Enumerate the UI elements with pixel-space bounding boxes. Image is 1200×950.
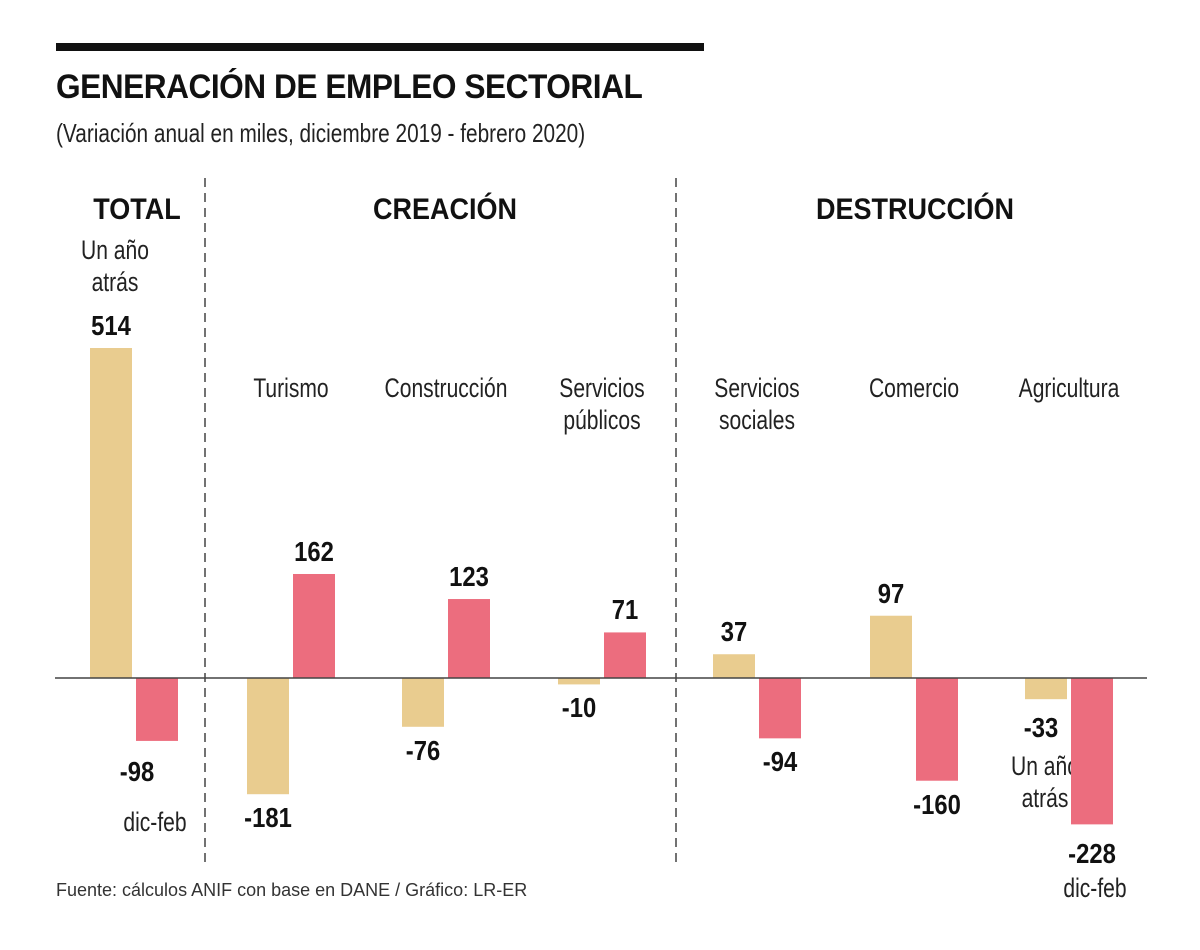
value-label-previous-year: 37 bbox=[720, 616, 748, 648]
value-label-previous-year: -10 bbox=[561, 692, 597, 724]
category-label: Servicios sociales bbox=[714, 373, 800, 435]
bar-dec-feb bbox=[916, 678, 958, 781]
bar-dec-feb bbox=[136, 678, 178, 741]
section-total: TOTAL bbox=[93, 193, 181, 226]
note-total-previous: Un año atrás bbox=[81, 235, 149, 297]
bar-previous-year bbox=[713, 654, 755, 678]
value-label-previous-year: -33 bbox=[1023, 712, 1059, 743]
value-label-dec-feb: -160 bbox=[913, 788, 961, 820]
value-label-dec-feb: 71 bbox=[611, 594, 639, 626]
bar-previous-year bbox=[402, 678, 444, 727]
source-note: Fuente: cálculos ANIF con base en DANE /… bbox=[56, 880, 528, 900]
bar-previous-year bbox=[1025, 678, 1067, 700]
bar-dec-feb bbox=[759, 678, 801, 739]
category-label: Servicios públicos bbox=[559, 373, 645, 435]
value-label-dec-feb: 162 bbox=[294, 535, 334, 567]
value-label-dec-feb: -94 bbox=[762, 746, 798, 778]
value-label-previous-year: -76 bbox=[405, 734, 441, 766]
value-label-dec-feb: -98 bbox=[119, 756, 155, 787]
note-total-current: dic-feb bbox=[123, 807, 187, 837]
category-label: Turismo bbox=[253, 373, 329, 403]
value-label-previous-year: 97 bbox=[877, 577, 905, 609]
section-destruction: DESTRUCCIÓN bbox=[815, 193, 1014, 226]
section-creation: CREACIÓN bbox=[372, 193, 517, 226]
bar-previous-year bbox=[558, 678, 600, 685]
chart-subtitle: (Variación anual en miles, diciembre 201… bbox=[56, 118, 586, 148]
category-label: Construcción bbox=[384, 373, 508, 403]
value-label-dec-feb: 123 bbox=[449, 561, 489, 593]
bar-dec-feb bbox=[448, 599, 490, 678]
category-label: Comercio bbox=[868, 373, 960, 403]
value-label-dec-feb: -228 bbox=[1068, 838, 1116, 869]
bar-previous-year bbox=[870, 615, 912, 678]
note-agri-current: dic-feb bbox=[1063, 873, 1127, 903]
bar-dec-feb bbox=[604, 632, 646, 678]
chart-title: GENERACIÓN DE EMPLEO SECTORIAL bbox=[56, 68, 643, 106]
value-label-previous-year: 514 bbox=[91, 310, 131, 341]
bar-dec-feb bbox=[1071, 678, 1113, 825]
bar-dec-feb bbox=[293, 573, 335, 678]
value-label-previous-year: -181 bbox=[244, 802, 292, 834]
bar-previous-year bbox=[90, 348, 132, 678]
bar-previous-year bbox=[247, 678, 289, 795]
top-rule bbox=[56, 43, 704, 51]
category-label: Agricultura bbox=[1018, 373, 1120, 403]
